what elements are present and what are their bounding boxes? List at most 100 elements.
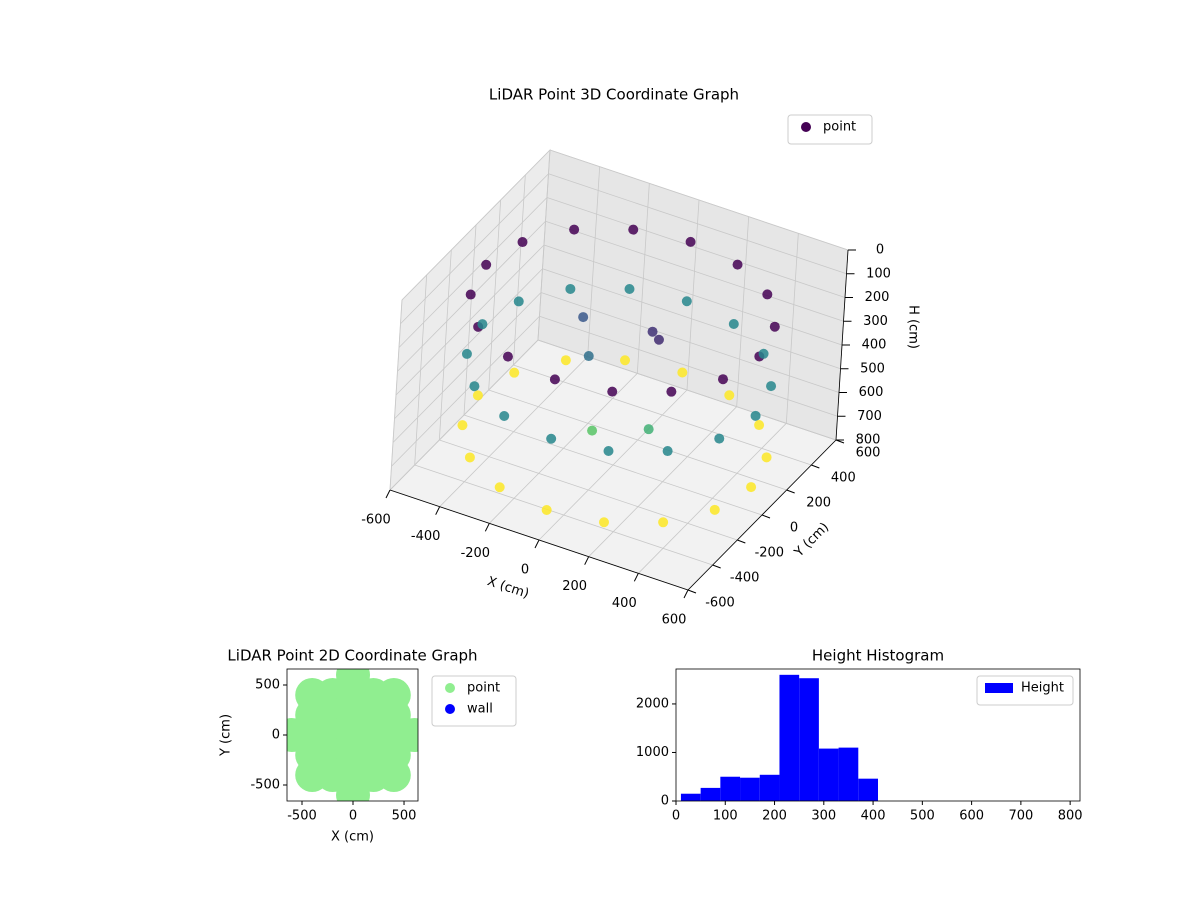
point bbox=[513, 296, 524, 307]
x-tick-label: -500 bbox=[287, 809, 317, 824]
grid-line bbox=[549, 149, 849, 251]
point bbox=[724, 390, 735, 401]
point bbox=[464, 452, 475, 463]
x-tick-label: -600 bbox=[361, 513, 391, 528]
grid-line bbox=[389, 339, 539, 491]
point bbox=[709, 504, 720, 515]
point bbox=[509, 367, 520, 378]
point bbox=[766, 381, 777, 392]
point bbox=[569, 224, 580, 235]
x-tick bbox=[484, 523, 490, 532]
z-tick-label: 500 bbox=[860, 361, 885, 376]
grid-line bbox=[540, 292, 840, 393]
chart-title: LiDAR Point 2D Coordinate Graph bbox=[227, 647, 477, 665]
point bbox=[754, 420, 765, 431]
point bbox=[465, 289, 476, 300]
grid-line bbox=[439, 439, 738, 541]
x-tick bbox=[683, 589, 689, 599]
legend-box bbox=[787, 114, 873, 145]
y-tick bbox=[786, 489, 795, 494]
y-tick-label: 0 bbox=[661, 794, 669, 809]
point bbox=[546, 433, 557, 444]
grid-line bbox=[543, 244, 843, 346]
y-tick-label: -500 bbox=[250, 778, 280, 793]
point bbox=[681, 296, 692, 307]
point bbox=[662, 446, 673, 457]
point bbox=[469, 381, 480, 392]
point bbox=[502, 351, 513, 362]
x-tick-label: 400 bbox=[612, 596, 637, 611]
x-axis-label: X (cm) bbox=[485, 574, 531, 602]
plot-area bbox=[287, 669, 418, 801]
z-tick-label: 600 bbox=[859, 385, 884, 400]
x-tick-label: 0 bbox=[521, 563, 529, 578]
bar bbox=[799, 678, 819, 801]
z-tick-label: 200 bbox=[865, 290, 890, 305]
point bbox=[624, 284, 635, 294]
y-tick-label: 600 bbox=[856, 446, 881, 461]
x-tick-label: 500 bbox=[392, 809, 417, 824]
x-tick-label: 200 bbox=[562, 579, 587, 594]
bar bbox=[700, 787, 721, 801]
z-tick-label: 800 bbox=[856, 433, 881, 448]
point bbox=[607, 386, 618, 397]
z-tick-label: 300 bbox=[863, 314, 888, 329]
grid-line bbox=[394, 268, 543, 420]
y-tick-label: -200 bbox=[755, 546, 785, 561]
axis-line bbox=[835, 249, 849, 441]
z-tick-label: 700 bbox=[857, 409, 882, 424]
y-tick-label: 0 bbox=[790, 521, 798, 536]
point bbox=[732, 259, 743, 270]
point bbox=[628, 224, 639, 235]
bar bbox=[680, 793, 701, 801]
x-tick-label: 0 bbox=[349, 809, 357, 824]
grid-line bbox=[395, 244, 545, 396]
point bbox=[583, 351, 594, 362]
point bbox=[643, 424, 654, 435]
grid-line bbox=[400, 173, 549, 325]
point bbox=[560, 355, 571, 366]
legend-label: point bbox=[823, 120, 856, 135]
x-tick-label: 400 bbox=[861, 809, 886, 824]
point bbox=[336, 778, 371, 801]
x-tick bbox=[435, 506, 441, 515]
point bbox=[472, 390, 483, 401]
point bbox=[477, 319, 488, 330]
legend-marker bbox=[801, 122, 811, 132]
grid-line bbox=[463, 414, 763, 516]
point bbox=[758, 348, 769, 359]
point bbox=[603, 446, 614, 456]
point bbox=[549, 374, 560, 385]
grid-line bbox=[398, 197, 548, 348]
point bbox=[541, 505, 552, 515]
point bbox=[761, 452, 772, 463]
point bbox=[746, 482, 757, 493]
y-tick bbox=[712, 564, 721, 569]
y-axis-label: Y (cm) bbox=[219, 714, 234, 757]
bar bbox=[740, 777, 760, 801]
grid-line bbox=[401, 149, 551, 301]
x-tick bbox=[633, 573, 639, 582]
y-tick-label: 400 bbox=[831, 471, 856, 486]
x-tick-label: 200 bbox=[762, 809, 787, 824]
point bbox=[666, 386, 677, 397]
grid-line bbox=[414, 464, 713, 566]
x-tick-label: 800 bbox=[1058, 809, 1083, 824]
y-tick bbox=[811, 464, 820, 469]
point bbox=[769, 321, 780, 332]
point bbox=[685, 236, 696, 247]
y-tick-label: -600 bbox=[705, 596, 735, 611]
point bbox=[499, 411, 510, 421]
y-tick-label: 1000 bbox=[636, 745, 669, 760]
z-tick-label: 0 bbox=[876, 243, 884, 258]
grid-line bbox=[542, 268, 841, 370]
point bbox=[647, 326, 658, 337]
point bbox=[376, 758, 411, 792]
point bbox=[714, 433, 725, 444]
x-tick-label: 100 bbox=[713, 809, 738, 824]
grid-line bbox=[488, 389, 787, 491]
x-tick-label: 600 bbox=[662, 613, 687, 628]
bar bbox=[858, 778, 878, 801]
z-axis-label: H (cm) bbox=[906, 305, 921, 349]
